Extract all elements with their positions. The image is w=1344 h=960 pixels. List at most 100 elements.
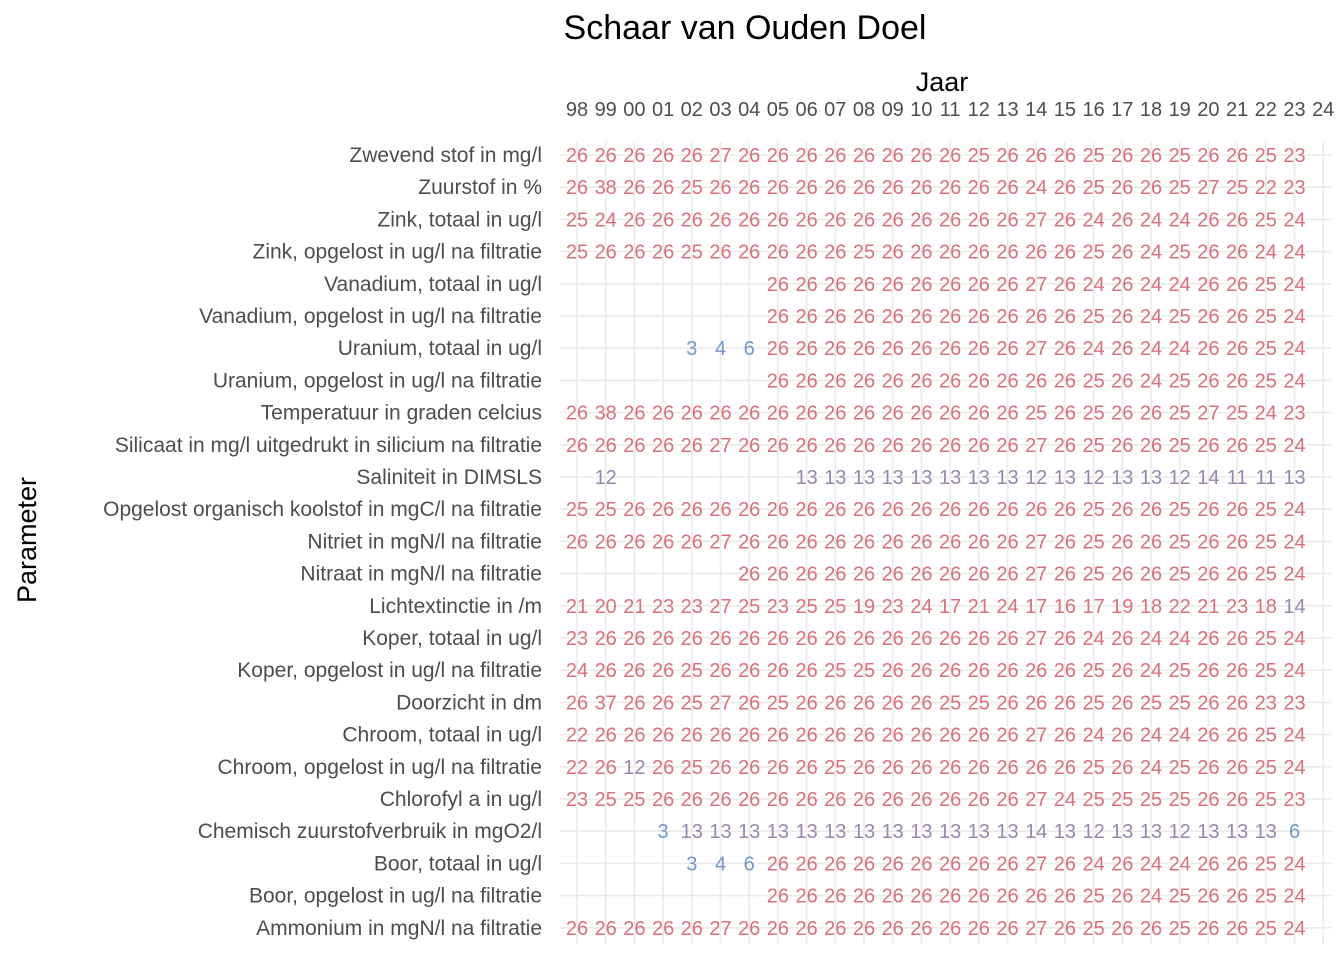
count-cell: 26 bbox=[738, 209, 760, 231]
count-cell: 26 bbox=[1054, 853, 1076, 875]
count-cell: 24 bbox=[1283, 499, 1305, 521]
count-cell: 24 bbox=[1283, 757, 1305, 779]
count-cell: 26 bbox=[882, 338, 904, 360]
count-cell: 25 bbox=[1255, 145, 1277, 167]
count-cell: 13 bbox=[824, 821, 846, 843]
count-cell: 24 bbox=[1082, 853, 1104, 875]
count-cell: 26 bbox=[996, 853, 1018, 875]
count-cell: 26 bbox=[566, 435, 588, 457]
count-cell: 26 bbox=[824, 370, 846, 392]
count-cell: 26 bbox=[795, 918, 817, 940]
count-cell: 26 bbox=[681, 628, 703, 650]
count-cell: 26 bbox=[1025, 692, 1047, 714]
parameter-labels: Zwevend stof in mg/l Zuurstof in % Zink, t… bbox=[103, 144, 542, 940]
count-cell: 23 bbox=[652, 596, 674, 618]
count-cell: 26 bbox=[795, 242, 817, 264]
count-cell: 25 bbox=[853, 660, 875, 682]
count-cell: 24 bbox=[1140, 853, 1162, 875]
count-cell: 26 bbox=[939, 531, 961, 553]
count-cell: 26 bbox=[968, 725, 990, 747]
count-cell: 25 bbox=[1169, 886, 1191, 908]
parameter-label: Chemisch zuurstofverbruik in mgO2/l bbox=[198, 820, 542, 843]
chart-title: Schaar van Ouden Doel bbox=[564, 9, 927, 47]
count-cell: 26 bbox=[795, 209, 817, 231]
count-cell: 26 bbox=[910, 403, 932, 425]
count-cell: 26 bbox=[1111, 692, 1133, 714]
count-cell: 25 bbox=[595, 789, 617, 811]
count-cell: 26 bbox=[910, 242, 932, 264]
count-cell: 26 bbox=[853, 564, 875, 586]
count-cell: 26 bbox=[681, 145, 703, 167]
count-cell: 12 bbox=[623, 757, 645, 779]
count-cell: 26 bbox=[709, 789, 731, 811]
count-cell: 26 bbox=[824, 628, 846, 650]
parameter-label: Temperatuur in graden celcius bbox=[261, 402, 542, 425]
count-cell: 26 bbox=[910, 145, 932, 167]
count-cell: 24 bbox=[1283, 531, 1305, 553]
count-cell: 17 bbox=[1082, 596, 1104, 618]
count-cell: 3 bbox=[686, 338, 697, 360]
count-cell: 26 bbox=[623, 177, 645, 199]
count-cell: 26 bbox=[738, 177, 760, 199]
count-cell: 26 bbox=[1111, 435, 1133, 457]
count-cell: 26 bbox=[1111, 370, 1133, 392]
count-cell: 27 bbox=[1025, 918, 1047, 940]
count-cell: 26 bbox=[996, 177, 1018, 199]
count-cell: 26 bbox=[652, 789, 674, 811]
count-cell: 26 bbox=[1054, 692, 1076, 714]
count-cell: 27 bbox=[1197, 177, 1219, 199]
count-cell: 24 bbox=[1283, 338, 1305, 360]
count-cell: 26 bbox=[1140, 145, 1162, 167]
count-cell: 26 bbox=[853, 306, 875, 328]
count-cell: 13 bbox=[824, 467, 846, 489]
year-labels: 98 99 00 01 02 03 04 05 06 07 08 09 10 11 12 13 14 15 16 17… bbox=[566, 99, 1334, 121]
count-cell: 26 bbox=[910, 918, 932, 940]
count-cell: 26 bbox=[1054, 435, 1076, 457]
count-cell: 26 bbox=[623, 435, 645, 457]
count-cell: 26 bbox=[767, 306, 789, 328]
count-cell: 26 bbox=[1226, 564, 1248, 586]
count-cell: 26 bbox=[968, 177, 990, 199]
count-cell: 13 bbox=[1111, 821, 1133, 843]
count-cell: 24 bbox=[1082, 628, 1104, 650]
count-cell: 26 bbox=[1111, 306, 1133, 328]
parameter-label: Koper, opgelost in ug/l na filtratie bbox=[237, 659, 542, 682]
count-cell: 26 bbox=[566, 692, 588, 714]
count-cell: 25 bbox=[1082, 918, 1104, 940]
count-cell: 26 bbox=[824, 145, 846, 167]
count-cell: 26 bbox=[824, 725, 846, 747]
count-cell: 26 bbox=[1025, 660, 1047, 682]
count-cell: 26 bbox=[853, 499, 875, 521]
count-cell: 26 bbox=[795, 789, 817, 811]
count-cell: 12 bbox=[1082, 821, 1104, 843]
count-cell: 25 bbox=[968, 145, 990, 167]
count-cell: 13 bbox=[910, 467, 932, 489]
count-cell: 26 bbox=[996, 499, 1018, 521]
count-cell: 26 bbox=[1226, 757, 1248, 779]
count-cell: 26 bbox=[910, 757, 932, 779]
count-cell: 24 bbox=[1283, 853, 1305, 875]
count-cell: 26 bbox=[968, 789, 990, 811]
count-cell: 26 bbox=[1140, 177, 1162, 199]
count-cell: 13 bbox=[1226, 821, 1248, 843]
count-cell: 26 bbox=[968, 435, 990, 457]
count-cell: 26 bbox=[968, 757, 990, 779]
count-cell: 26 bbox=[996, 757, 1018, 779]
count-cell: 26 bbox=[709, 725, 731, 747]
count-cell: 26 bbox=[652, 403, 674, 425]
count-cell: 26 bbox=[1054, 306, 1076, 328]
count-cell: 26 bbox=[853, 725, 875, 747]
count-cell: 26 bbox=[882, 918, 904, 940]
count-cell: 24 bbox=[1140, 757, 1162, 779]
count-cell: 24 bbox=[1140, 338, 1162, 360]
count-cell: 26 bbox=[1054, 531, 1076, 553]
count-cell: 27 bbox=[1025, 564, 1047, 586]
count-cell: 26 bbox=[767, 789, 789, 811]
count-cell: 13 bbox=[1111, 467, 1133, 489]
count-cell: 25 bbox=[1255, 499, 1277, 521]
count-cell: 26 bbox=[767, 757, 789, 779]
count-cell: 23 bbox=[1283, 177, 1305, 199]
count-cell: 25 bbox=[1082, 692, 1104, 714]
count-cell: 26 bbox=[681, 435, 703, 457]
